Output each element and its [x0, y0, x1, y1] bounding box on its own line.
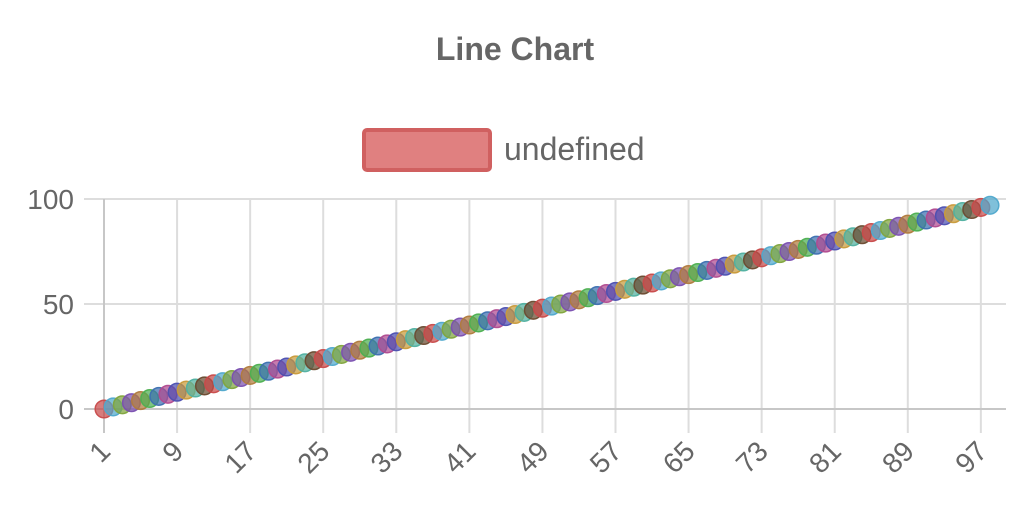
y-tick-label: 50 [43, 289, 74, 320]
x-tick-label: 97 [949, 435, 993, 479]
data-point[interactable] [980, 195, 1000, 215]
x-tick-label: 73 [730, 435, 774, 479]
x-tick-label: 65 [657, 435, 701, 479]
x-tick-label: 41 [438, 435, 482, 479]
x-tick-label: 89 [876, 435, 920, 479]
legend-swatch [362, 128, 492, 172]
x-tick-label: 57 [584, 435, 628, 479]
chart-title: Line Chart [436, 31, 595, 67]
x-tick-label: 25 [292, 435, 336, 479]
x-tick-label: 9 [156, 435, 189, 468]
grid [84, 198, 1006, 433]
x-tick-label: 33 [365, 435, 409, 479]
x-tick-label: 81 [803, 435, 847, 479]
x-tick-label: 49 [511, 435, 555, 479]
legend[interactable]: undefined [362, 128, 645, 172]
x-tick-label: 17 [218, 435, 262, 479]
y-tick-label: 0 [58, 394, 74, 425]
x-tick-label: 1 [83, 435, 116, 468]
y-tick-label: 100 [27, 184, 74, 215]
legend-label: undefined [504, 131, 645, 167]
data-points [94, 195, 1000, 419]
